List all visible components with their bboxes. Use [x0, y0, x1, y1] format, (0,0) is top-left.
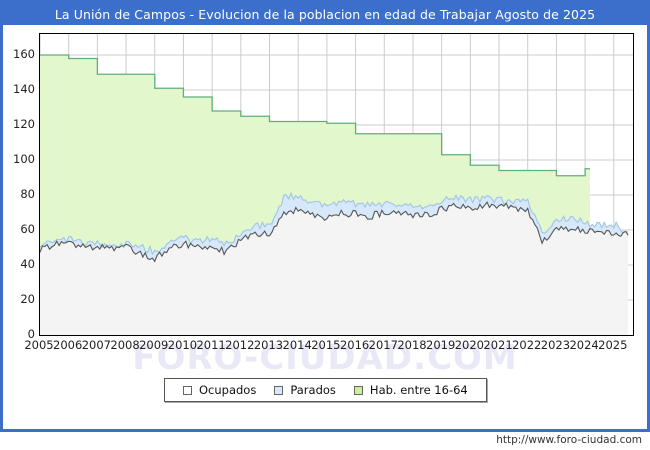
y-tick-label: 140 [13, 82, 35, 96]
y-tick-label: 120 [13, 117, 35, 131]
legend-label: Hab. entre 16-64 [369, 383, 468, 397]
x-tick-label: 2010 [167, 338, 198, 352]
legend-label: Parados [290, 383, 336, 397]
x-tick-label: 2019 [426, 338, 456, 352]
y-tick-label: 60 [20, 222, 35, 236]
x-tick-label: 2009 [139, 338, 169, 352]
x-tick-label: 2015 [311, 338, 341, 352]
footer-url: http://www.foro-ciudad.com [496, 434, 642, 446]
x-tick-label: 2018 [397, 338, 427, 352]
x-tick-label: 2022 [512, 338, 542, 352]
x-tick-label: 2023 [540, 338, 571, 352]
y-tick-label: 20 [20, 292, 35, 306]
legend-item[interactable]: Hab. entre 16-64 [353, 383, 468, 397]
legend-swatch [353, 385, 363, 395]
y-tick-label: 100 [13, 152, 35, 166]
chart-legend: Ocupados Parados Hab. entre 16-64 [164, 378, 487, 402]
x-tick-label: 2016 [339, 338, 370, 352]
x-tick-label: 2024 [569, 338, 599, 352]
chart-svg [40, 34, 633, 335]
x-tick-label: 2014 [282, 338, 312, 352]
x-tick-label: 2017 [368, 338, 398, 352]
legend-label: Ocupados [199, 383, 257, 397]
y-tick-label: 40 [20, 257, 35, 271]
x-tick-label: 2021 [483, 338, 513, 352]
y-axis-labels: 0 20 40 60 80 100 120 140 160 [0, 0, 35, 340]
y-tick-label: 80 [20, 187, 35, 201]
x-tick-label: 2025 [598, 338, 628, 352]
x-tick-label: 2020 [454, 338, 484, 352]
x-tick-label: 2006 [53, 338, 83, 352]
x-tick-label: 2012 [225, 338, 255, 352]
y-tick-label: 0 [27, 327, 35, 341]
x-tick-label: 2013 [253, 338, 284, 352]
chart-title-bar: La Unión de Campos - Evolucion de la pob… [3, 3, 647, 25]
plot-area [39, 33, 634, 336]
x-tick-label: 2005 [24, 338, 54, 352]
x-tick-label: 2008 [110, 338, 140, 352]
legend-item[interactable]: Parados [274, 383, 336, 397]
y-tick-label: 160 [13, 47, 35, 61]
legend-swatch [274, 385, 284, 395]
x-tick-label: 2011 [196, 338, 226, 352]
legend-item[interactable]: Ocupados [183, 383, 256, 397]
legend-swatch [183, 385, 192, 395]
x-tick-label: 2007 [81, 338, 112, 352]
page-title: La Unión de Campos - Evolucion de la pob… [54, 6, 596, 22]
x-axis-labels: 2005 2006 2007 2008 2009 2010 2011 2012 2013 2014… [24, 338, 634, 354]
